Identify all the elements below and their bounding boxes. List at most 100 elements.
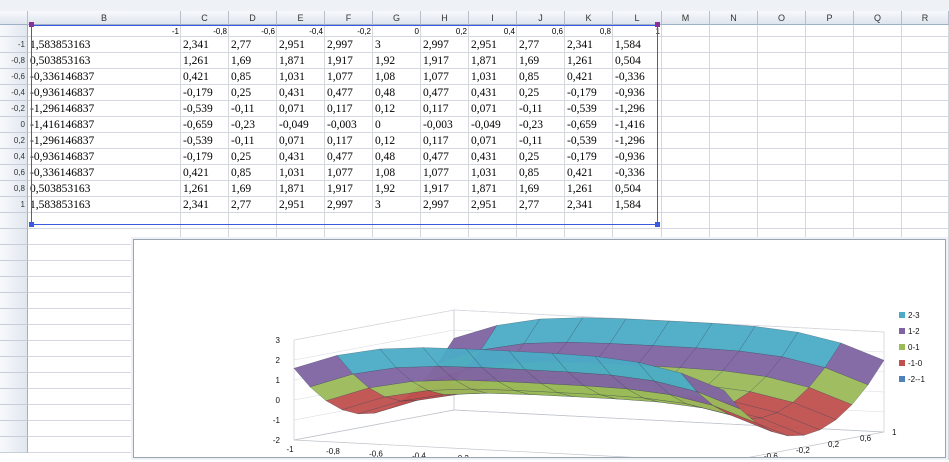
row-header[interactable] [0, 293, 28, 309]
table-cell[interactable]: -0,049 [471, 119, 501, 131]
legend-item[interactable]: -2--1 [899, 371, 925, 387]
table-cell[interactable]: 1,584 [615, 199, 641, 211]
table-cell[interactable]: -0,049 [279, 119, 309, 131]
table-cell[interactable]: 0,12 [375, 103, 396, 115]
table-cell[interactable]: 0,431 [471, 151, 497, 163]
table-cell[interactable]: 0,071 [279, 135, 305, 147]
table-cell[interactable]: -0,336 [615, 71, 645, 83]
table-cell[interactable]: -0,539 [183, 103, 213, 115]
row-header[interactable] [0, 245, 28, 261]
row-header[interactable] [0, 421, 28, 437]
table-cell[interactable]: 2,77 [231, 199, 252, 211]
table-cell[interactable]: -1,416 [615, 119, 645, 131]
table-cell[interactable]: 1,92 [375, 55, 396, 67]
header-value-cell[interactable]: -1 [171, 27, 179, 36]
table-cell[interactable]: 0,504 [615, 183, 641, 195]
table-cell[interactable]: 1,871 [471, 55, 497, 67]
table-cell[interactable]: 0,85 [519, 71, 540, 83]
table-cell[interactable]: 0,421 [567, 167, 593, 179]
row-header[interactable]: -1 [0, 37, 28, 53]
row-header[interactable]: -0,6 [0, 69, 28, 85]
table-cell[interactable]: 0,421 [183, 71, 209, 83]
table-cell[interactable]: -0,003 [327, 119, 357, 131]
header-value-cell[interactable]: -0,6 [261, 27, 275, 36]
row-header[interactable] [0, 277, 28, 293]
table-cell[interactable]: 0 [375, 119, 381, 131]
table-cell[interactable]: 2,77 [519, 39, 540, 51]
table-cell[interactable]: -0,179 [567, 87, 597, 99]
table-cell[interactable]: 1,031 [471, 167, 497, 179]
table-cell[interactable]: 0,25 [519, 87, 540, 99]
table-cell[interactable]: 2,951 [471, 199, 497, 211]
table-cell[interactable]: -0,336146837 [30, 71, 95, 83]
table-cell[interactable]: -0,336146837 [30, 167, 95, 179]
table-cell[interactable]: -0,179 [183, 87, 213, 99]
header-value-cell[interactable]: 0,8 [599, 27, 611, 36]
table-cell[interactable]: 0,477 [327, 151, 353, 163]
table-cell[interactable]: -0,11 [519, 103, 543, 115]
row-header[interactable] [0, 25, 28, 37]
table-cell[interactable]: 1,08 [375, 167, 396, 179]
table-cell[interactable]: 0,25 [519, 151, 540, 163]
table-cell[interactable]: 0,477 [423, 151, 449, 163]
column-header-c[interactable]: C [181, 11, 229, 25]
chart-legend[interactable]: 2-3 1-2 0-1 -1-0 -2--1 [899, 307, 925, 387]
table-cell[interactable]: 3 [375, 39, 381, 51]
table-cell[interactable]: 2,341 [567, 39, 593, 51]
table-cell[interactable]: 1,584 [615, 39, 641, 51]
row-header[interactable]: 0,2 [0, 133, 28, 149]
table-cell[interactable]: 1,077 [423, 167, 449, 179]
table-cell[interactable]: 1,917 [423, 183, 449, 195]
column-header-p[interactable]: P [806, 11, 854, 25]
column-header-i[interactable]: I [469, 11, 517, 25]
table-cell[interactable]: -0,003 [423, 119, 453, 131]
column-header-g[interactable]: G [373, 11, 421, 25]
column-header-f[interactable]: F [325, 11, 373, 25]
table-cell[interactable]: -0,936146837 [30, 87, 95, 99]
table-cell[interactable]: 1,261 [567, 183, 593, 195]
table-cell[interactable]: 0,431 [279, 87, 305, 99]
table-cell[interactable]: 1,871 [471, 183, 497, 195]
header-value-cell[interactable]: -0,4 [309, 27, 323, 36]
legend-item[interactable]: 2-3 [899, 307, 925, 323]
table-cell[interactable]: 0,071 [279, 103, 305, 115]
table-cell[interactable]: 1,077 [327, 167, 353, 179]
table-cell[interactable]: 2,77 [231, 39, 252, 51]
table-cell[interactable]: 2,951 [279, 39, 305, 51]
table-cell[interactable]: -0,11 [231, 103, 255, 115]
column-header-o[interactable]: O [758, 11, 806, 25]
table-cell[interactable]: 2,951 [471, 39, 497, 51]
data-range-selection[interactable] [31, 25, 658, 225]
row-header[interactable]: 1 [0, 197, 28, 213]
row-header[interactable] [0, 261, 28, 277]
row-header[interactable]: 0,4 [0, 149, 28, 165]
table-cell[interactable]: -0,936 [615, 87, 645, 99]
row-header[interactable] [0, 437, 28, 453]
column-header-b[interactable]: B [28, 11, 181, 25]
table-cell[interactable]: -1,296146837 [30, 135, 95, 147]
table-cell[interactable]: 1,031 [279, 167, 305, 179]
table-cell[interactable]: 2,997 [423, 199, 449, 211]
column-header-k[interactable]: K [565, 11, 613, 25]
row-header[interactable] [0, 213, 28, 229]
column-header-n[interactable]: N [710, 11, 758, 25]
selection-handle-bottom-right[interactable] [655, 222, 660, 227]
row-header[interactable]: 0,8 [0, 181, 28, 197]
table-cell[interactable]: 1,261 [567, 55, 593, 67]
table-cell[interactable]: 1,917 [423, 55, 449, 67]
table-cell[interactable]: -0,23 [231, 119, 255, 131]
selection-handle-bottom-left[interactable] [29, 222, 34, 227]
table-cell[interactable]: 0,117 [423, 135, 449, 147]
table-cell[interactable]: -0,11 [231, 135, 255, 147]
table-cell[interactable]: 0,117 [327, 103, 353, 115]
selection-handle-top-right[interactable] [655, 22, 660, 27]
table-cell[interactable]: -0,539 [183, 135, 213, 147]
table-cell[interactable]: 1,077 [327, 71, 353, 83]
row-header[interactable]: 0,6 [0, 165, 28, 181]
table-cell[interactable]: 0,48 [375, 151, 396, 163]
row-header[interactable]: -0,2 [0, 101, 28, 117]
table-cell[interactable]: 0,25 [231, 151, 252, 163]
table-cell[interactable]: 0,421 [567, 71, 593, 83]
legend-item[interactable]: -1-0 [899, 355, 925, 371]
table-cell[interactable]: 2,341 [567, 199, 593, 211]
